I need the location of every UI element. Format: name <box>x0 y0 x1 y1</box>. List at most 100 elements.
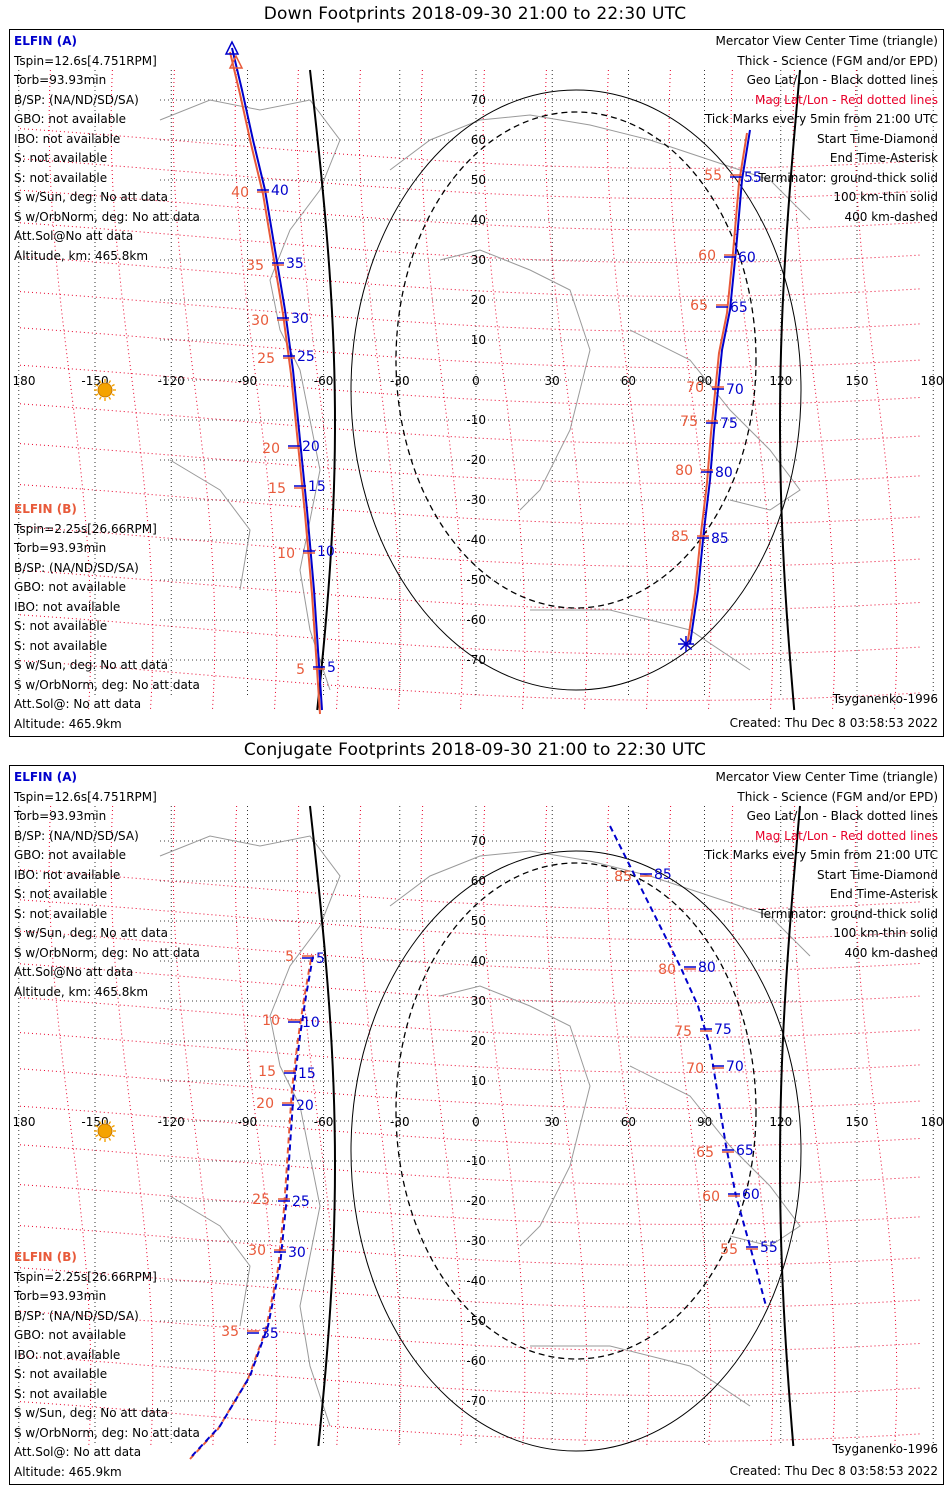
end-time-asterisk <box>679 637 693 651</box>
elfin-b-tick-label: 25 <box>252 1192 270 1208</box>
legend-line: End Time-Asterisk <box>829 887 938 901</box>
lat-label: -30 <box>466 493 486 507</box>
info-line: IBO: not available <box>14 599 121 614</box>
sun-ray <box>111 383 115 387</box>
lat-label: 70 <box>471 834 486 848</box>
elfin-b-tick-label: 60 <box>698 248 716 264</box>
coastline <box>439 249 591 511</box>
lon-label: -30 <box>390 374 410 388</box>
sun-ray <box>95 1124 99 1128</box>
elfin-b-tick-label: 20 <box>262 441 280 457</box>
elfin-a-tick-label: 75 <box>720 416 738 432</box>
lon-label: 0 <box>472 374 480 388</box>
elfin-b-tick-label: 25 <box>257 351 275 367</box>
lat-label: -10 <box>466 1154 486 1168</box>
info-line: Altitude, km: 465.8km <box>14 984 149 999</box>
legend-line: Tick Marks every 5min from 21:00 UTC <box>704 112 938 126</box>
created-label: Created: Thu Dec 8 03:58:53 2022 <box>729 1464 938 1478</box>
elfin-b-tick-label: 70 <box>686 1061 704 1077</box>
sun-ray <box>95 393 99 397</box>
view-center-triangle-a <box>224 40 240 55</box>
lon-label: 120 <box>769 374 792 388</box>
elfin-a-tick-label: 35 <box>286 256 304 272</box>
panel-title-conjugate: Conjugate Footprints 2018-09-30 21:00 to… <box>243 740 707 760</box>
lat-label: 70 <box>471 93 486 107</box>
coastline <box>629 1065 801 1247</box>
elfin-b-tick-label: 15 <box>268 481 286 497</box>
elfin-b-header: ELFIN (B) <box>14 502 77 516</box>
elfin-b-track <box>229 51 321 715</box>
mag-meridian <box>296 69 340 711</box>
lat-label: 40 <box>471 954 486 968</box>
lat-label: -20 <box>466 1194 486 1208</box>
elfin-a-tick-label: 60 <box>738 250 756 266</box>
lat-label: -70 <box>466 1394 486 1408</box>
sun-ray <box>111 393 115 397</box>
elfin-a-header: ELFIN (A) <box>14 770 77 784</box>
info-line: Att.Sol@: No att data <box>14 1445 142 1459</box>
elfin-a-tick-label: 65 <box>736 1143 754 1159</box>
lon-label: 30 <box>545 374 560 388</box>
lat-label: 50 <box>471 173 486 187</box>
sun-ray <box>98 380 102 384</box>
elfin-a-info: ELFIN (A) Tspin=12.6s[4.751RPM] Torb=93.… <box>14 768 200 1002</box>
view-center-triangle-b <box>228 54 244 69</box>
elfin-a-tick-label: 70 <box>726 382 744 398</box>
info-line: Att.Sol@: No att data <box>14 697 142 711</box>
lat-label: -20 <box>466 453 486 467</box>
elfin-a-tick-label: 5 <box>327 660 336 676</box>
info-line: B/SP: (NA/ND/SD/SA) <box>14 1308 139 1323</box>
coastline <box>159 835 341 1107</box>
info-line: S w/Sun, deg: No att data <box>14 1406 168 1420</box>
info-line: S: not available <box>14 1367 108 1381</box>
elfin-a-tick-label: 35 <box>261 1326 279 1342</box>
info-line: GBO: not available <box>14 1328 127 1342</box>
lat-label: 30 <box>471 994 486 1008</box>
info-line: S w/Sun, deg: No att data <box>14 190 168 204</box>
info-line: Tspin=12.6s[4.751RPM] <box>14 789 157 804</box>
lon-label: -30 <box>390 1115 410 1129</box>
sun-ray <box>108 1137 112 1141</box>
info-line: Altitude: 465.9km <box>14 716 122 731</box>
info-line: S: not available <box>14 151 108 165</box>
elfin-b-tick-label: 80 <box>658 962 676 978</box>
lon-label: -120 <box>158 1115 185 1129</box>
mag-meridian <box>420 805 464 1447</box>
info-line: B/SP: (NA/ND/SD/SA) <box>14 560 139 575</box>
coastline <box>530 609 751 671</box>
info-line: IBO: not available <box>14 867 121 882</box>
lat-label: -40 <box>466 1274 486 1288</box>
field-of-view-400km <box>395 111 757 609</box>
legend-line: Mercator View Center Time (triangle) <box>715 770 938 784</box>
elfin-b-tick-label: 35 <box>246 258 264 274</box>
info-line: IBO: not available <box>14 1347 121 1362</box>
sun-ray <box>95 383 99 387</box>
lat-label: -50 <box>466 1314 486 1328</box>
info-line: Torb=93.93min <box>14 1289 107 1303</box>
mag-meridian <box>482 805 526 1447</box>
elfin-a-tick-label: 20 <box>296 1098 314 1114</box>
elfin-a-tick-label: 25 <box>297 349 315 365</box>
coastline <box>299 369 331 691</box>
elfin-b-tick-label: 40 <box>231 185 249 201</box>
terminator-ground <box>309 805 336 1447</box>
mag-meridian <box>482 69 526 711</box>
elfin-b-tick-label: 10 <box>277 546 295 562</box>
info-line: Torb=93.93min <box>14 541 107 555</box>
info-line: Att.Sol@No att data <box>14 965 134 979</box>
elfin-a-tick-label: 30 <box>288 1245 306 1261</box>
elfin-b-tick-label: 65 <box>690 298 708 314</box>
elfin-b-tick-label: 55 <box>704 168 722 184</box>
elfin-b-tick-label: 15 <box>258 1064 276 1080</box>
elfin-a-tick-label: 40 <box>271 183 289 199</box>
elfin-b-tick-label: 30 <box>248 1243 266 1259</box>
info-line: S: not available <box>14 638 108 653</box>
info-line: S w/OrbNorm, deg: No att data <box>14 1425 200 1440</box>
info-line: S w/OrbNorm, deg: No att data <box>14 209 200 224</box>
lon-label: 180 <box>13 1115 36 1129</box>
lon-label: 60 <box>621 374 636 388</box>
legend-line: 400 km-dashed <box>844 209 938 224</box>
info-line: S: not available <box>14 619 108 633</box>
coastline <box>629 329 801 511</box>
lon-label: 90 <box>697 1115 712 1129</box>
